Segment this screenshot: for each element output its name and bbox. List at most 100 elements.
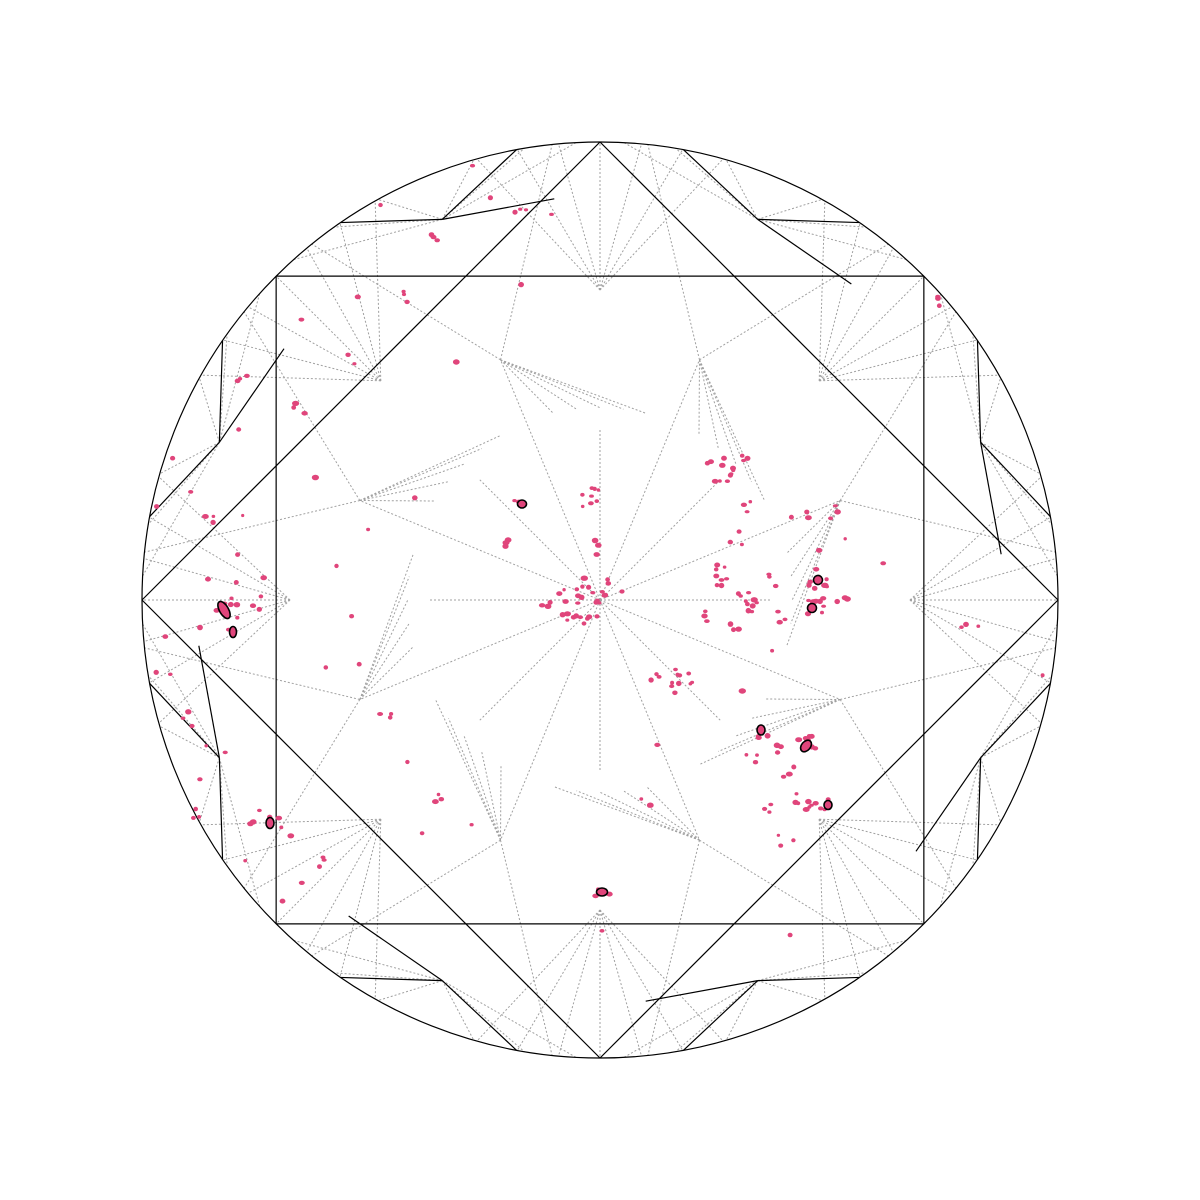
guide-line <box>980 623 1058 758</box>
inclusion-dot <box>707 459 715 465</box>
guide-line <box>599 909 684 1051</box>
inclusion-dot <box>404 299 410 305</box>
guide-line <box>500 840 553 1056</box>
inclusion-dot <box>188 490 194 494</box>
guide-line <box>790 500 841 577</box>
inclusion-key-mark <box>812 574 824 586</box>
inclusion-dot <box>588 501 594 506</box>
guide-line <box>339 222 382 381</box>
inclusion-dot <box>727 539 733 545</box>
inclusion-dot <box>412 495 418 501</box>
inclusion-dot <box>741 458 747 463</box>
guide-line <box>311 839 501 957</box>
guide-line <box>200 374 381 382</box>
inclusion-key-mark <box>516 499 528 509</box>
guide-line <box>757 939 907 982</box>
guide-line <box>791 500 841 601</box>
inclusion-dot <box>778 843 784 848</box>
guide-line <box>158 599 291 724</box>
guide-line <box>149 599 291 684</box>
inclusion-dot <box>963 621 969 628</box>
girdle-edge <box>976 340 982 443</box>
inclusion-dot <box>249 603 257 608</box>
guide-line <box>786 500 841 647</box>
inclusion-dot <box>244 373 250 378</box>
inclusion-dot <box>824 584 830 589</box>
inclusion-dot <box>233 602 241 608</box>
guide-line <box>359 646 414 700</box>
inclusion-dot <box>349 614 355 619</box>
guide-line <box>818 818 953 894</box>
inclusion-dot <box>227 601 234 608</box>
guide-line <box>576 790 700 841</box>
inclusion-dot <box>714 583 720 588</box>
inclusion-dot <box>589 494 594 498</box>
guide-line <box>377 198 443 220</box>
guide-line <box>434 698 501 841</box>
girdle-edge <box>683 980 759 1051</box>
guide-line <box>818 819 861 978</box>
kite-edge <box>757 218 852 285</box>
inclusion-dot <box>301 411 308 416</box>
guide-line <box>359 623 410 700</box>
kite-edge <box>915 757 982 852</box>
guide-line <box>359 481 449 501</box>
guide-line <box>818 818 925 925</box>
guide-line <box>599 599 700 841</box>
guide-line <box>558 909 601 1057</box>
inclusion-dot <box>802 736 809 741</box>
inclusion-dot <box>377 712 384 716</box>
inclusion-dot <box>487 195 493 201</box>
guide-line <box>939 757 982 907</box>
inclusion-dot <box>291 405 297 410</box>
inclusion-dot <box>180 716 186 720</box>
inclusion-dot <box>749 609 755 614</box>
guide-line <box>764 698 841 700</box>
guide-line <box>306 818 382 953</box>
guide-line <box>311 243 501 361</box>
inclusion-dot <box>549 212 554 216</box>
inclusion-dot <box>593 600 599 605</box>
inclusion-key-mark <box>806 602 818 614</box>
guide-line <box>144 647 360 700</box>
guide-line <box>623 980 758 1058</box>
inclusion-dot <box>791 838 796 843</box>
inclusion-dot <box>197 777 203 782</box>
inclusion-dot <box>594 614 600 619</box>
guide-line <box>463 735 501 841</box>
girdle-edge <box>218 340 224 443</box>
guide-line <box>247 306 382 382</box>
guide-line <box>149 516 291 601</box>
guide-line <box>599 479 721 601</box>
inclusion-dot <box>258 594 264 599</box>
inclusion-dot <box>202 514 209 519</box>
guide-line <box>599 599 721 721</box>
guide-line <box>500 359 647 414</box>
inclusion-dot <box>713 567 719 572</box>
inclusion-dot <box>807 805 812 809</box>
guide-line <box>699 359 719 449</box>
facet-guide-lines <box>142 142 1058 1058</box>
inclusion-dot <box>820 596 827 601</box>
guide-line <box>218 757 261 907</box>
inclusion-dot <box>782 617 788 622</box>
inclusion-dot <box>752 760 759 765</box>
inclusion-dot <box>832 504 839 508</box>
inclusion-dot <box>828 516 834 521</box>
guide-line <box>786 500 841 554</box>
guide-line <box>980 725 1041 759</box>
guide-line <box>818 222 861 381</box>
inclusion-dot <box>317 864 322 869</box>
guide-line <box>159 725 220 759</box>
inclusion-dot <box>594 499 600 503</box>
guide-line <box>675 147 758 220</box>
inclusion-dot <box>815 547 823 553</box>
guide-line <box>500 599 601 841</box>
inclusion-dot <box>654 672 659 677</box>
guide-line <box>359 463 465 501</box>
inclusion-dot <box>430 234 437 240</box>
inclusion-dot <box>185 709 192 715</box>
guide-line <box>476 909 601 1042</box>
inclusion-dot <box>596 488 601 492</box>
